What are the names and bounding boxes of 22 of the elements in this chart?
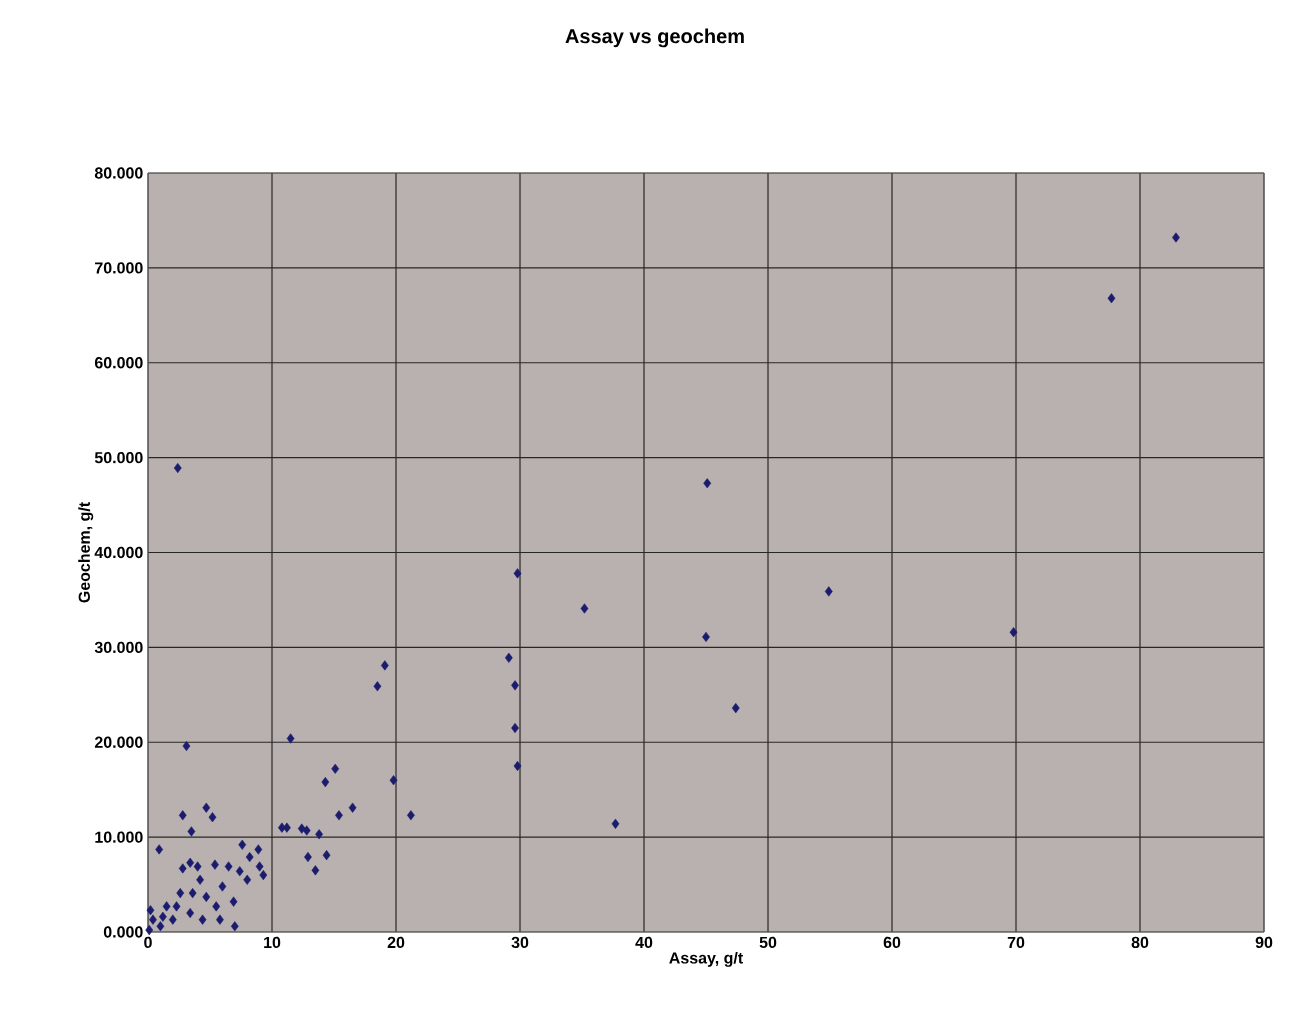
y-tick-label: 80.000	[94, 167, 143, 179]
y-tick-label: 50.000	[94, 451, 143, 464]
y-tick-label: 70.000	[95, 262, 143, 274]
y-tick-label: 30.000	[94, 641, 143, 654]
y-tick-label: 40.000	[94, 546, 143, 559]
x-axis-title: Assay, g/t	[669, 951, 743, 967]
x-tick-label: 60	[883, 936, 901, 949]
y-tick-label: 20.000	[94, 736, 143, 748]
x-tick-label: 40	[635, 936, 653, 949]
y-tick-label: 10.000	[95, 831, 143, 843]
y-tick-label: 60.000	[94, 357, 143, 369]
x-tick-label: 90	[1255, 936, 1273, 949]
x-tick-label: 0	[144, 936, 152, 949]
chart-title: Assay vs geochem	[565, 28, 744, 48]
x-tick-label: 80	[1131, 936, 1149, 949]
y-axis-title: Geochem, g/t	[78, 502, 94, 603]
x-tick-label: 20	[387, 936, 405, 949]
x-tick-label: 50	[759, 936, 777, 949]
x-tick-label: 10	[264, 936, 281, 949]
x-tick-label: 30	[511, 936, 529, 949]
x-tick-label: 70	[1007, 936, 1025, 949]
y-tick-label: 0.000	[103, 926, 143, 938]
